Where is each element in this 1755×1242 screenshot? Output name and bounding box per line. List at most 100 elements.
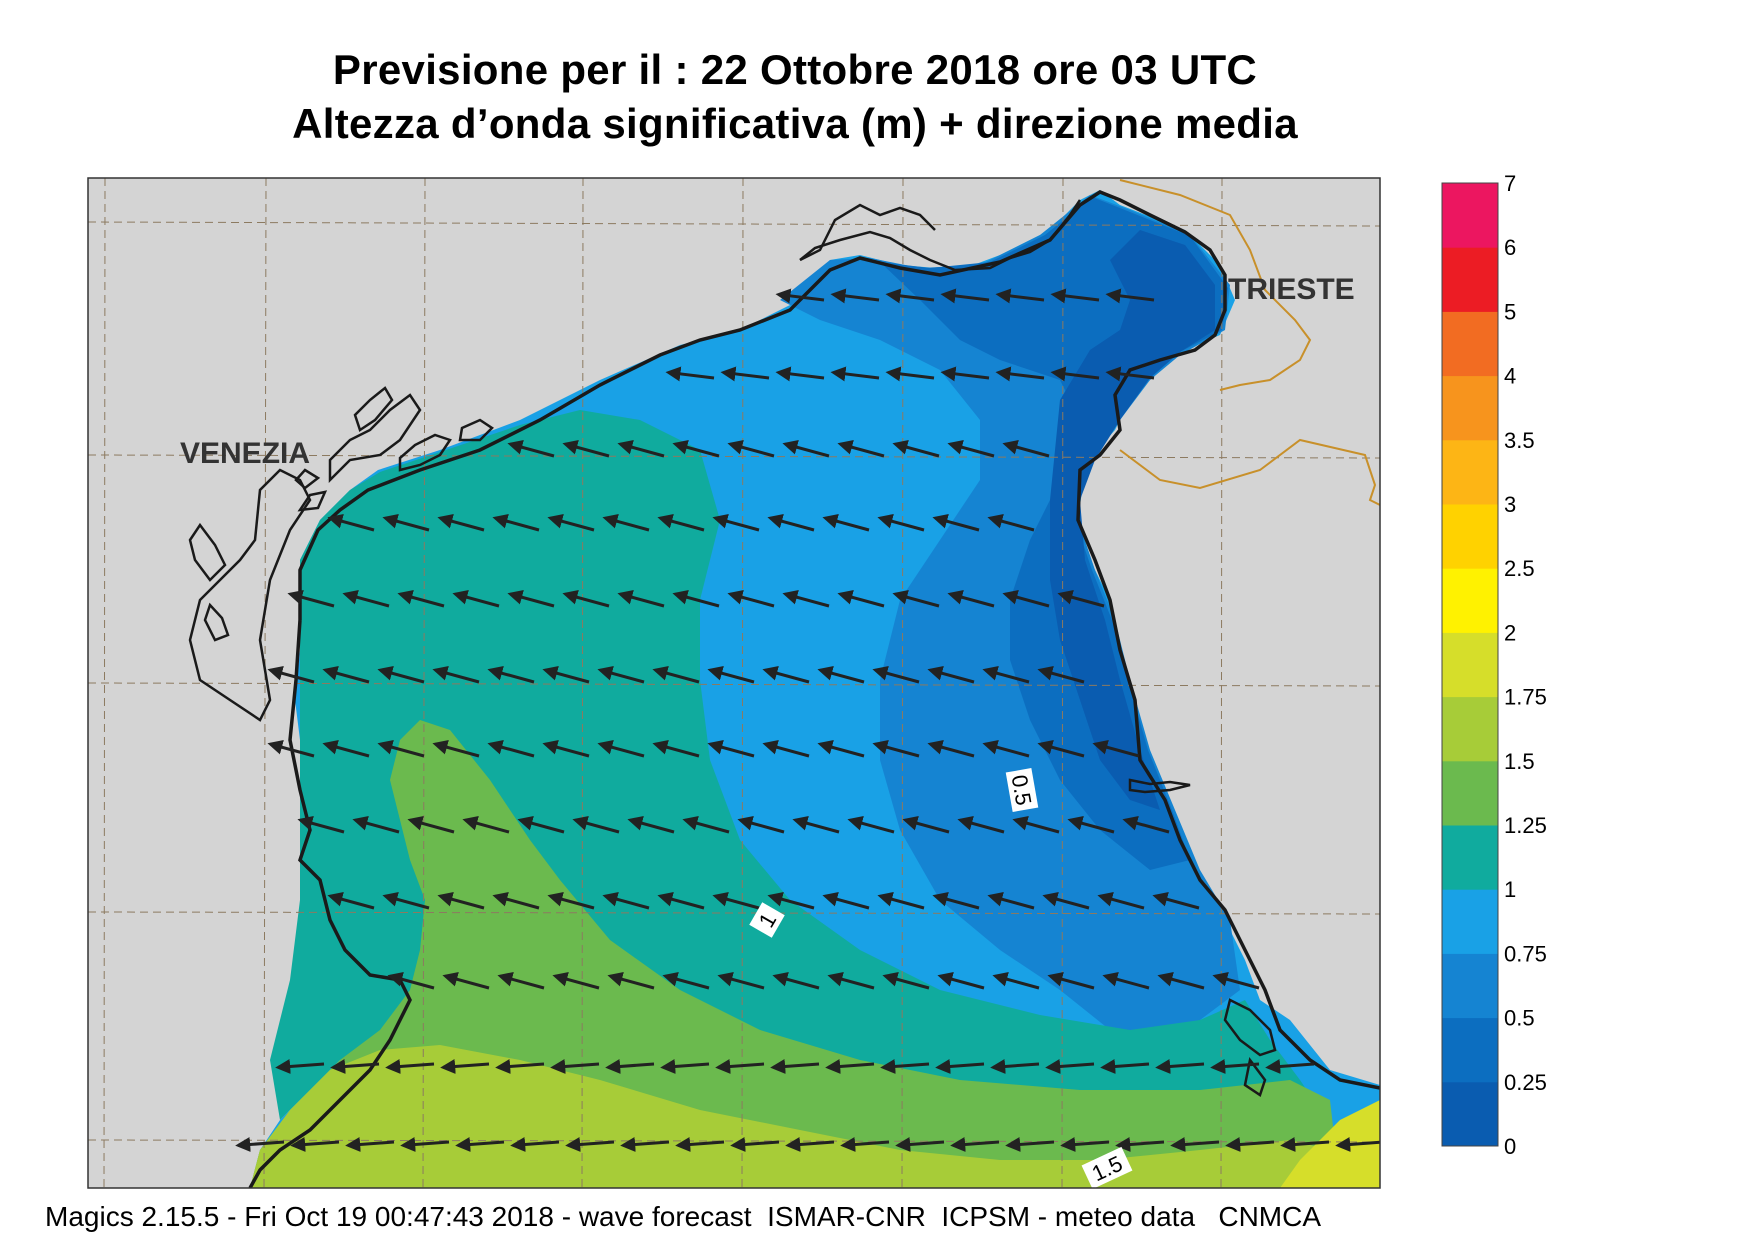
direction-arrow: [377, 739, 425, 758]
venezia-lagoon: [188, 386, 494, 722]
direction-arrow: [927, 739, 975, 758]
direction-arrow: [1050, 288, 1100, 304]
direction-arrow: [830, 288, 880, 304]
direction-arrow: [782, 589, 830, 608]
direction-arrow: [382, 891, 430, 910]
direction-arrow: [297, 815, 345, 834]
direction-arrow: [947, 589, 995, 608]
direction-arrow: [950, 1136, 1000, 1152]
direction-arrow: [1092, 739, 1140, 758]
direction-arrow: [957, 815, 1005, 834]
legend-frame: [1441, 182, 1499, 1147]
direction-arrow: [510, 1136, 560, 1152]
direction-arrow: [827, 971, 875, 990]
direction-arrow: [672, 589, 720, 608]
direction-arrow: [492, 891, 540, 910]
legend-tick-label: 4: [1504, 364, 1516, 389]
direction-arrow: [290, 1136, 340, 1152]
direction-arrow: [1037, 665, 1085, 684]
direction-arrow: [792, 815, 840, 834]
legend-tick-label: 7: [1504, 171, 1516, 196]
direction-arrow: [872, 739, 920, 758]
legend-tick-label: 3.5: [1504, 428, 1535, 453]
direction-arrow: [1157, 971, 1205, 990]
direction-arrow: [605, 1058, 655, 1074]
direction-arrow: [882, 971, 930, 990]
direction-arrow: [1050, 366, 1100, 382]
legend-tick-label: 1.75: [1504, 685, 1547, 710]
direction-arrow: [382, 513, 430, 532]
direction-arrow: [442, 971, 490, 990]
legend-tick-label: 0.25: [1504, 1070, 1547, 1095]
direction-arrow: [935, 1058, 985, 1074]
direction-arrow: [432, 665, 480, 684]
direction-arrow: [1100, 1058, 1150, 1074]
wave-zone-0-0.25: [1050, 230, 1215, 810]
direction-arrow: [885, 366, 935, 382]
variable-title: Altezza d’onda significativa (m) + direz…: [292, 100, 1298, 147]
direction-arrow: [1042, 891, 1090, 910]
direction-arrow: [1155, 1058, 1205, 1074]
direction-arrow: [707, 739, 755, 758]
direction-arrow: [542, 739, 590, 758]
direction-arrow: [327, 513, 375, 532]
direction-arrow: [547, 891, 595, 910]
direction-arrow: [715, 1058, 765, 1074]
direction-arrow: [1122, 815, 1170, 834]
direction-arrow: [400, 1136, 450, 1152]
direction-arrow: [432, 739, 480, 758]
direction-arrow: [617, 439, 665, 458]
direction-arrow: [345, 1136, 395, 1152]
direction-arrow: [892, 589, 940, 608]
direction-arrow: [620, 1136, 670, 1152]
direction-arrow: [1047, 971, 1095, 990]
direction-arrow: [837, 589, 885, 608]
direction-arrow: [462, 815, 510, 834]
direction-arrow: [397, 589, 445, 608]
direction-arrow: [507, 589, 555, 608]
direction-arrow: [597, 665, 645, 684]
direction-arrow: [495, 1058, 545, 1074]
legend-swatch-4-5: [1442, 311, 1498, 377]
direction-arrow: [507, 439, 555, 458]
contour-label-0.5: 0.5: [1005, 768, 1039, 812]
direction-arrow: [330, 1058, 380, 1074]
direction-arrow: [487, 739, 535, 758]
direction-arrow: [385, 1058, 435, 1074]
direction-arrow: [287, 589, 335, 608]
city-label-trieste: TRIESTE: [1228, 273, 1355, 306]
direction-arrow: [995, 366, 1045, 382]
legend-swatch-3-3.5: [1442, 439, 1498, 505]
legend-tick-label: 3: [1504, 492, 1516, 517]
legend-tick-label: 0: [1504, 1134, 1516, 1159]
direction-arrow: [602, 891, 650, 910]
direction-arrow: [657, 891, 705, 910]
direction-arrow: [492, 513, 540, 532]
direction-arrow: [1002, 439, 1050, 458]
coastline: [248, 190, 1380, 1188]
direction-arrow: [1102, 971, 1150, 990]
direction-arrow: [1210, 1058, 1260, 1074]
direction-arrow: [932, 891, 980, 910]
legend-swatch-3.5-4: [1442, 375, 1498, 441]
direction-arrow: [940, 288, 990, 304]
direction-arrow: [617, 589, 665, 608]
legend-tick-label: 2.5: [1504, 556, 1535, 581]
direction-arrow: [1265, 1058, 1315, 1074]
direction-arrow: [267, 739, 315, 758]
legend-tick-label: 2: [1504, 620, 1516, 645]
direction-arrow: [322, 739, 370, 758]
direction-arrow: [675, 1136, 725, 1152]
direction-arrow: [730, 1136, 780, 1152]
direction-arrow: [327, 891, 375, 910]
direction-arrow: [880, 1058, 930, 1074]
direction-arrow: [1097, 891, 1145, 910]
direction-arrow: [437, 891, 485, 910]
direction-arrow: [550, 1058, 600, 1074]
forecast-date-title: Previsione per il : 22 Ottobre 2018 ore …: [332, 46, 1258, 93]
national-border: [1119, 179, 1380, 506]
direction-arrow: [322, 665, 370, 684]
direction-arrow: [937, 971, 985, 990]
direction-arrow: [885, 288, 935, 304]
trieste-coast-detail: [799, 199, 1277, 1097]
